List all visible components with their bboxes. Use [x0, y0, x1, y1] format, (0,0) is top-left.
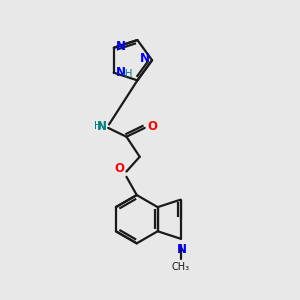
Text: N: N — [116, 40, 126, 53]
Text: O: O — [147, 120, 157, 133]
Text: N: N — [116, 66, 125, 79]
Text: CH₃: CH₃ — [172, 262, 190, 272]
Text: N: N — [177, 243, 187, 256]
Text: -H: -H — [122, 68, 134, 79]
Text: H: H — [94, 121, 102, 130]
Text: N: N — [140, 52, 150, 65]
Text: N: N — [97, 120, 107, 133]
Text: O: O — [115, 162, 125, 175]
